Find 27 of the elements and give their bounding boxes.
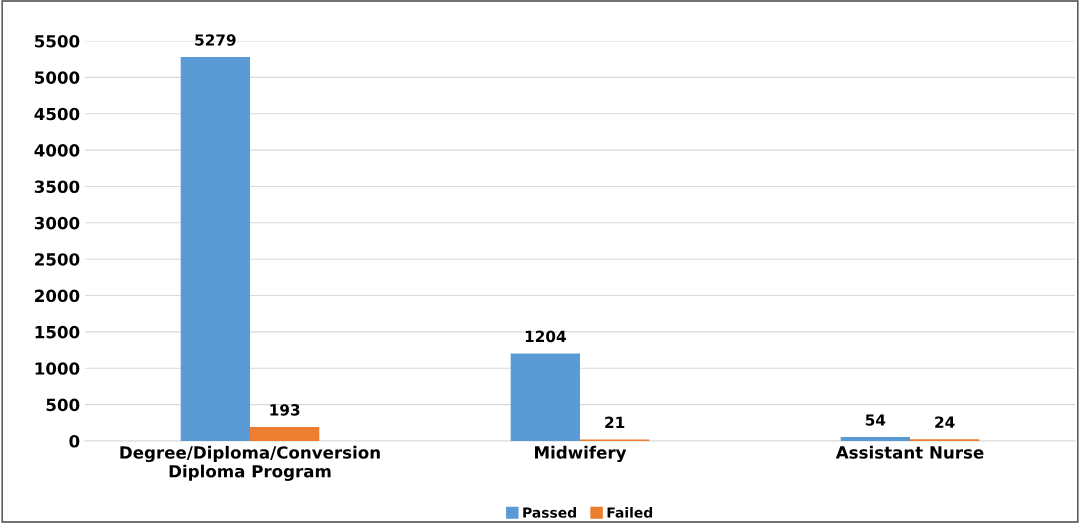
y-tick-label: 0 bbox=[69, 434, 80, 448]
data-label: 21 bbox=[605, 416, 625, 428]
y-tick-label: 3000 bbox=[34, 216, 80, 230]
x-tick-label: Assistant Nurse bbox=[835, 445, 984, 459]
data-label: 5279 bbox=[195, 34, 236, 46]
bar bbox=[510, 353, 580, 441]
y-tick-label: 1500 bbox=[35, 325, 80, 339]
bar bbox=[840, 437, 910, 441]
y-tick-label: 4500 bbox=[34, 107, 80, 121]
y-tick-label: 2500 bbox=[35, 253, 80, 266]
bar bbox=[180, 57, 250, 441]
data-label: 193 bbox=[270, 404, 300, 416]
data-label: 24 bbox=[935, 416, 955, 428]
y-tick-label: 4000 bbox=[34, 144, 80, 157]
x-tick-label: Degree/Diploma/Conversion Diploma Program bbox=[120, 445, 380, 481]
legend-label: Passed bbox=[523, 507, 576, 518]
data-label: 1204 bbox=[525, 330, 566, 343]
y-tick-label: 3500 bbox=[34, 180, 80, 194]
x-tick-label: Midwifery bbox=[535, 445, 627, 463]
data-label: 54 bbox=[865, 414, 886, 426]
y-tick-label: 2000 bbox=[35, 289, 80, 303]
y-tick-label: 500 bbox=[46, 398, 80, 412]
bar bbox=[250, 426, 320, 441]
y-tick-label: 1000 bbox=[35, 362, 80, 375]
y-tick-label: 5000 bbox=[35, 71, 80, 84]
legend-label: Failed bbox=[607, 507, 653, 518]
y-tick-label: 5500 bbox=[35, 34, 80, 48]
